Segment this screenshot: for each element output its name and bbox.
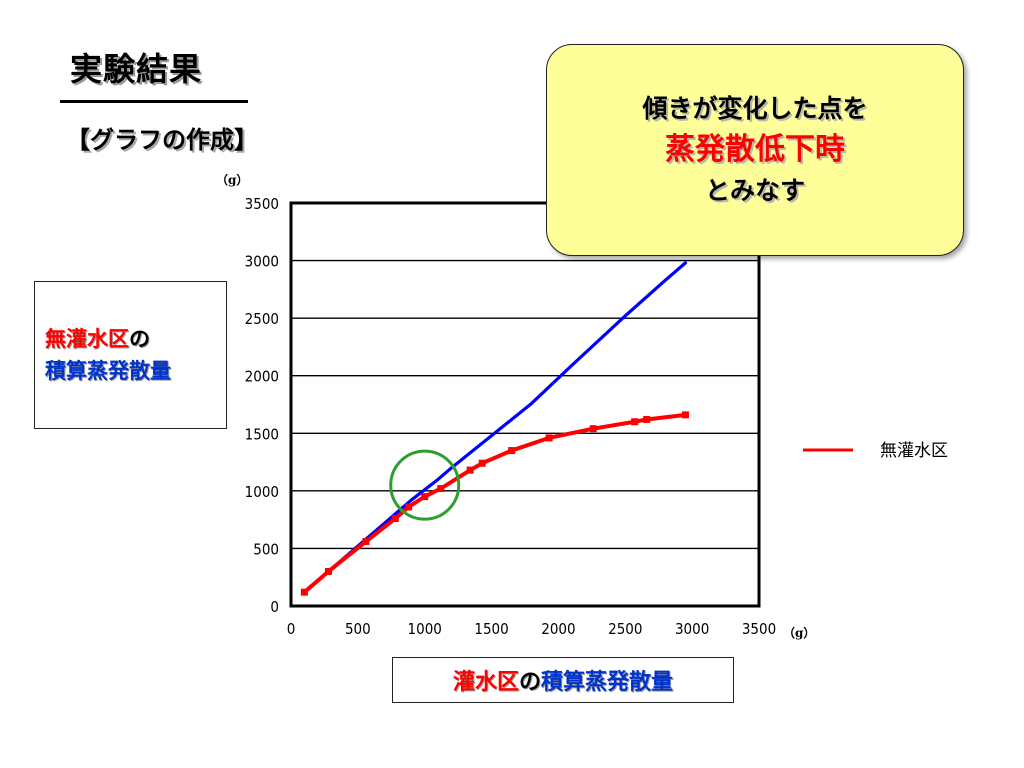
callout-box: 傾きが変化した点を 蒸発散低下時 とみなす <box>546 44 964 256</box>
y-label-part-1: 無灌水区 <box>45 327 129 351</box>
y-tick-label: 3000 <box>245 253 279 271</box>
data-point <box>405 503 413 511</box>
data-point <box>324 567 332 575</box>
y-tick-label: 500 <box>253 540 279 558</box>
data-point <box>643 415 651 423</box>
callout-line-2: 蒸発散低下時 <box>665 132 845 167</box>
x-label-part-3: 積算蒸発散量 <box>541 670 674 695</box>
y-tick-label: 0 <box>270 598 279 616</box>
legend: 無灌水区 <box>803 441 948 461</box>
x-tick-label: 1000 <box>408 620 442 638</box>
x-tick-label: 2500 <box>608 620 642 638</box>
y-label-part-3: 積算蒸発散量 <box>45 359 171 383</box>
x-label-part-2: の <box>518 670 541 695</box>
grid-layer <box>291 259 759 550</box>
x-tick-label: 500 <box>345 620 371 638</box>
highlight-circle <box>389 449 461 521</box>
callout-line-1: 傾きが変化した点を <box>642 94 868 123</box>
series-line-red <box>302 412 688 595</box>
axis-layer: 0 500 1000 1500 2000 2500 3000 3500 0 500 1000 1500… <box>245 195 777 638</box>
data-point <box>589 425 597 433</box>
series-layer <box>300 261 689 596</box>
data-point <box>421 493 429 501</box>
x-tick-label: 3000 <box>675 620 709 638</box>
plot-frame <box>289 201 761 608</box>
data-point <box>437 485 445 493</box>
slide-title: 実験結果 <box>70 50 203 88</box>
callout-line-3: とみなす <box>704 176 805 205</box>
data-point <box>508 447 516 455</box>
x-axis-label-box: 灌水区の積算蒸発散量 <box>392 657 734 703</box>
y-axis-unit: （g） <box>216 172 248 187</box>
data-point <box>466 466 474 474</box>
y-tick-label: 1000 <box>245 483 279 501</box>
data-point <box>300 588 308 596</box>
slide-subtitle: 【グラフの作成】 <box>66 126 258 154</box>
y-tick-label: 1500 <box>245 425 279 443</box>
y-axis-label-line-1: 無灌水区の <box>45 323 226 355</box>
data-point <box>545 434 553 442</box>
y-axis-label-box: 無灌水区の 積算蒸発散量 <box>34 281 227 429</box>
y-label-part-2: の <box>129 327 150 351</box>
x-tick-label: 0 <box>287 620 296 638</box>
x-tick-label: 1500 <box>474 620 508 638</box>
x-axis-unit: （g） <box>783 625 815 640</box>
y-tick-label: 3500 <box>245 195 279 213</box>
title-underline <box>60 100 248 103</box>
x-label-part-1: 灌水区 <box>452 670 519 695</box>
data-point <box>478 459 486 467</box>
data-point <box>362 538 370 546</box>
y-tick-label: 2500 <box>245 310 279 328</box>
data-point <box>681 411 689 419</box>
x-tick-label: 2000 <box>541 620 575 638</box>
y-axis-label-line-2: 積算蒸発散量 <box>45 355 226 387</box>
x-tick-label: 3500 <box>742 620 776 638</box>
data-point <box>391 514 399 522</box>
y-tick-label: 2000 <box>245 368 279 386</box>
legend-label: 無灌水区 <box>880 441 948 461</box>
data-point <box>631 418 639 426</box>
